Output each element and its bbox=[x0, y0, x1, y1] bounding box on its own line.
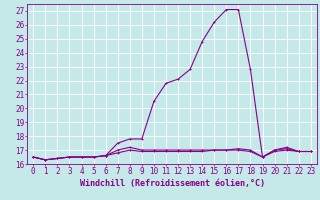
X-axis label: Windchill (Refroidissement éolien,°C): Windchill (Refroidissement éolien,°C) bbox=[79, 179, 265, 188]
